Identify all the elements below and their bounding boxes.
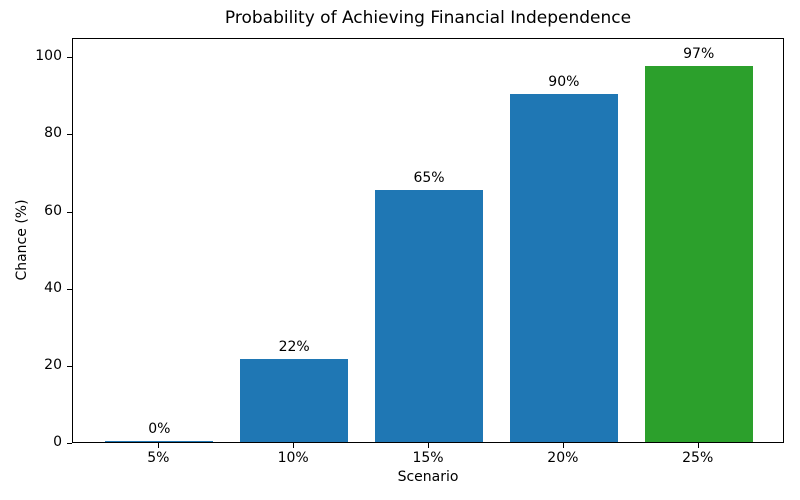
y-tick-mark <box>67 288 72 290</box>
bar-value-label: 97% <box>683 46 715 63</box>
y-tick-mark <box>67 134 72 136</box>
plot-area: 0% 22% 65% 90% 97% <box>72 38 784 443</box>
y-tick-label: 80 <box>44 125 62 142</box>
x-tick-label: 5% <box>147 450 170 466</box>
x-tick-label: 25% <box>682 450 714 466</box>
y-tick-mark <box>67 211 72 213</box>
chart-title: Probability of Achieving Financial Indep… <box>224 8 632 28</box>
bar-value-label: 22% <box>278 339 310 356</box>
x-tick-label: 10% <box>277 450 309 466</box>
bar-5% <box>105 440 214 442</box>
y-tick-mark <box>67 443 72 444</box>
x-tick-mark <box>293 443 295 448</box>
x-tick-mark <box>428 443 429 448</box>
bar-20% <box>509 94 618 442</box>
bar-10% <box>240 359 349 442</box>
y-tick-label: 40 <box>44 279 62 296</box>
bar-value-label: 0% <box>148 420 171 437</box>
y-tick-label: 0 <box>53 434 62 450</box>
x-tick-label: 20% <box>547 450 579 466</box>
y-tick-label: 60 <box>44 202 62 219</box>
y-tick-label: 20 <box>44 356 62 373</box>
bar-15% <box>375 190 483 442</box>
x-tick-mark <box>697 443 699 448</box>
y-tick-label: 100 <box>35 48 62 65</box>
bar-value-label: 65% <box>413 170 445 187</box>
bar-value-label: 90% <box>548 74 580 91</box>
x-tick-mark <box>158 443 160 448</box>
x-tick-label: 15% <box>412 450 444 466</box>
x-tick-mark <box>562 443 564 448</box>
y-tick-mark <box>67 365 72 367</box>
y-tick-mark <box>67 57 72 59</box>
x-axis-label: Scenario <box>397 469 459 485</box>
bar-25% <box>644 66 753 442</box>
